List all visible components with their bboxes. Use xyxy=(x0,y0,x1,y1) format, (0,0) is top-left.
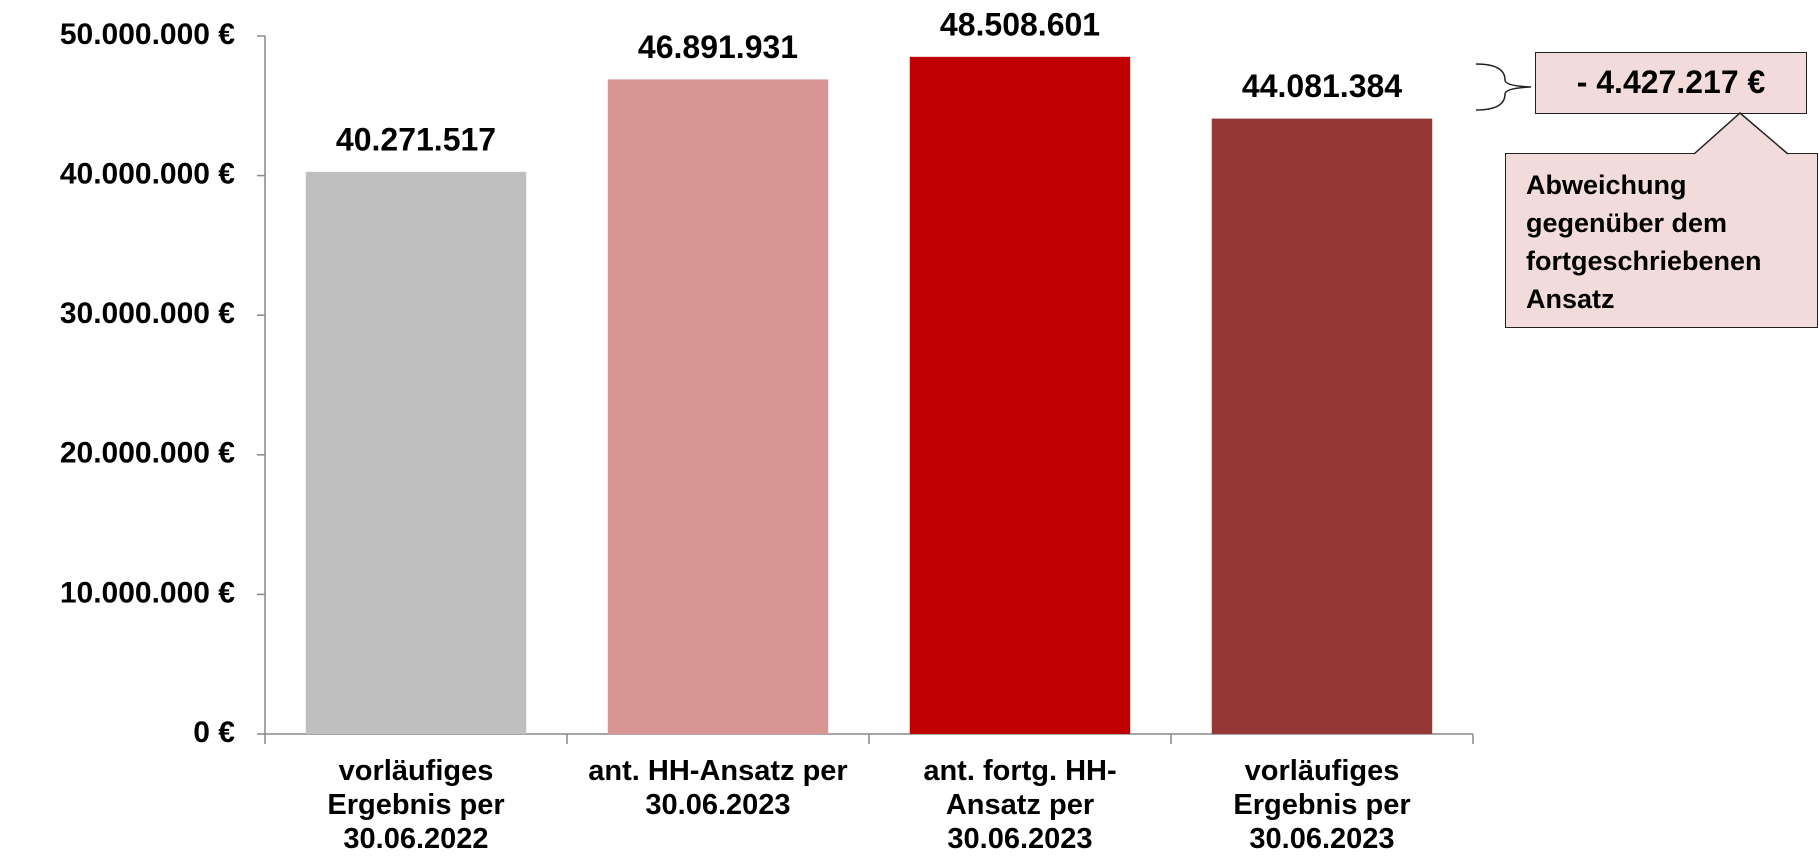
x-tick-label: vorläufiges Ergebnis per 30.06.2022 xyxy=(327,755,505,855)
data-label: 46.891.931 xyxy=(638,29,798,65)
y-tick-label: 10.000.000 € xyxy=(60,576,235,609)
bar xyxy=(1211,118,1433,734)
x-tick-label: ant. fortg. HH- Ansatz per 30.06.2023 xyxy=(923,755,1117,855)
difference-note: Abweichung gegenüber dem fortgeschrieben… xyxy=(1505,153,1818,328)
y-tick-label: 30.000.000 € xyxy=(60,297,235,330)
brace xyxy=(1475,63,1532,111)
y-tick-label: 20.000.000 € xyxy=(60,437,235,470)
y-tick-label: 50.000.000 € xyxy=(60,18,235,51)
x-tick-label: ant. HH-Ansatz per 30.06.2023 xyxy=(588,755,848,821)
x-tick-label: vorläufiges Ergebnis per 30.06.2023 xyxy=(1233,755,1411,855)
bar xyxy=(607,79,829,734)
y-tick-label: 0 € xyxy=(193,716,235,749)
bar xyxy=(305,171,527,734)
data-label: 48.508.601 xyxy=(940,6,1100,42)
y-tick-label: 40.000.000 € xyxy=(60,158,235,191)
data-label: 44.081.384 xyxy=(1242,68,1402,104)
difference-callout: - 4.427.217 € xyxy=(1535,52,1807,114)
data-label: 40.271.517 xyxy=(336,121,496,157)
bar xyxy=(909,56,1131,734)
